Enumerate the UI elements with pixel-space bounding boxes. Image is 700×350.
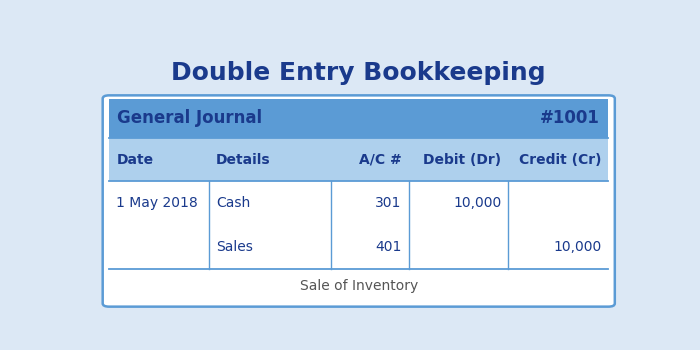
Text: Cash: Cash [216, 196, 251, 210]
Text: 1 May 2018: 1 May 2018 [116, 196, 198, 210]
Text: #1001: #1001 [540, 109, 600, 127]
Text: 301: 301 [375, 196, 402, 210]
Text: 10,000: 10,000 [453, 196, 501, 210]
Text: Debit (Dr): Debit (Dr) [424, 153, 501, 167]
Text: 401: 401 [375, 240, 402, 254]
Text: General Journal: General Journal [118, 109, 262, 127]
Text: Credit (Cr): Credit (Cr) [519, 153, 601, 167]
Text: Details: Details [216, 153, 271, 167]
Bar [109, 99, 608, 138]
Text: Sale of Inventory: Sale of Inventory [300, 279, 418, 293]
FancyBboxPatch shape [103, 95, 615, 307]
Text: Sales: Sales [216, 240, 253, 254]
Bar [109, 138, 608, 181]
Text: Date: Date [116, 153, 153, 167]
Text: A/C #: A/C # [359, 153, 402, 167]
Text: 10,000: 10,000 [553, 240, 601, 254]
Text: Double Entry Bookkeeping: Double Entry Bookkeeping [172, 61, 546, 85]
